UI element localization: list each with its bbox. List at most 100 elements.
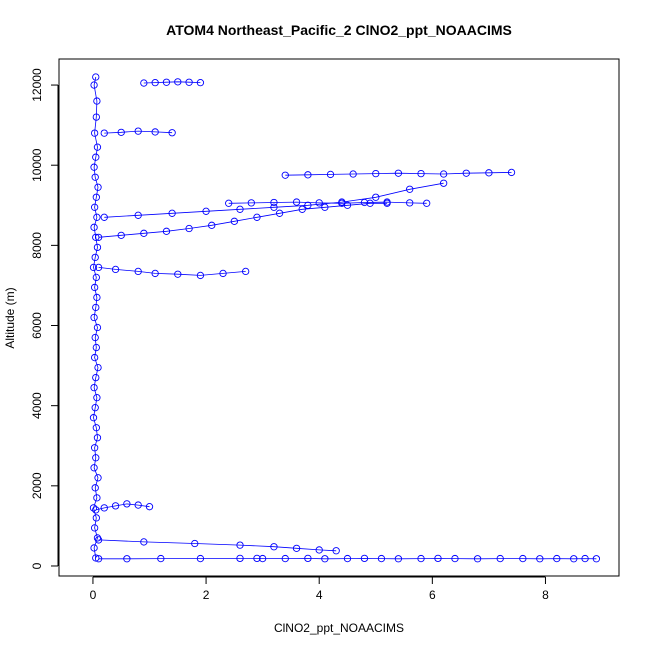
series-10-point <box>123 500 131 508</box>
series-6-point <box>304 201 312 209</box>
series-1-point <box>451 554 459 563</box>
series-9-point <box>151 78 159 87</box>
series-2-point <box>315 546 323 554</box>
series-1-point <box>94 555 103 563</box>
core-profile-point <box>90 464 98 472</box>
core-profile-point <box>92 303 100 312</box>
y-tick-label: 10000 <box>30 148 44 182</box>
series-7-point <box>349 170 357 178</box>
series-1-point <box>258 554 267 563</box>
series-7-point <box>304 171 312 179</box>
series-7-point <box>394 169 403 177</box>
series-10-point <box>111 502 120 510</box>
series-2-point <box>191 539 199 548</box>
series-1-point <box>321 555 329 563</box>
series-1-point <box>570 555 578 563</box>
series-6-point <box>168 209 176 217</box>
x-axis-label: ClNO2_ppt_NOAACIMS <box>274 621 404 635</box>
series-5-point <box>315 199 323 207</box>
series-7-point <box>485 169 493 177</box>
series-6-point <box>338 198 346 206</box>
core-profile-point <box>90 129 99 137</box>
series-9-point <box>140 79 148 87</box>
series-3-point <box>219 269 227 278</box>
series-7-point <box>326 170 335 179</box>
core-profile-point <box>93 213 101 221</box>
series-1-point <box>304 554 312 563</box>
series-1-point <box>157 554 165 563</box>
core-profile-point <box>93 293 101 302</box>
y-tick-label: 12000 <box>30 68 44 102</box>
y-tick-label: 6000 <box>30 312 44 339</box>
core-profile-point <box>93 394 101 402</box>
series-5-point <box>383 198 391 206</box>
series-10-point <box>145 503 154 511</box>
series-1-point <box>377 554 386 563</box>
core-profile-point <box>91 253 99 262</box>
core-profile-point <box>90 444 99 452</box>
y-tick-label: 8000 <box>30 232 44 259</box>
series-9-point <box>162 78 171 86</box>
x-tick-label: 6 <box>429 588 436 602</box>
series-1-point <box>581 554 589 563</box>
x-tick-label: 0 <box>90 588 97 602</box>
series-1-point <box>473 555 482 563</box>
core-profile-point <box>93 243 102 252</box>
x-tick-label: 4 <box>316 588 323 602</box>
series-4-point <box>275 209 284 217</box>
series-1-point <box>123 555 131 563</box>
chart-title: ATOM4 Northeast_Pacific_2 ClNO2_ppt_NOAA… <box>166 22 512 38</box>
series-7-line <box>285 172 512 176</box>
series-10-point <box>100 504 108 512</box>
series-4-point <box>366 199 374 207</box>
core-profile-point <box>90 163 98 171</box>
series-7-point <box>462 169 470 177</box>
core-profile-point <box>92 343 100 352</box>
core-profile-point <box>93 534 102 542</box>
y-axis-label: Altitude (m) <box>3 287 17 348</box>
core-profile-point <box>90 353 99 362</box>
core-profile-point <box>93 323 102 332</box>
series-10-point <box>92 506 100 514</box>
series-3-point <box>151 269 159 278</box>
x-tick-label: 2 <box>203 588 210 602</box>
series-6-point <box>202 207 210 215</box>
core-profile-point <box>91 404 99 412</box>
series-7-point <box>372 169 380 178</box>
core-profile-point <box>92 514 100 522</box>
core-profile-point <box>89 414 98 422</box>
core-profile-point <box>90 283 99 292</box>
series-1-point <box>496 554 504 563</box>
series-8-point <box>151 128 159 136</box>
core-profile-point <box>93 143 102 151</box>
core-profile-point <box>93 97 101 105</box>
series-9-line <box>143 81 201 84</box>
core-profile-point <box>93 494 101 502</box>
series-4-point <box>230 217 239 225</box>
series-4-point <box>94 233 103 241</box>
core-profile-point <box>90 524 99 532</box>
core-profile-point <box>92 554 100 562</box>
series-1-point <box>281 554 289 563</box>
series-1-point <box>343 554 352 563</box>
series-9-point <box>196 78 205 87</box>
core-profile-point <box>92 373 100 382</box>
series-2-point <box>292 544 301 552</box>
core-profile-point <box>92 113 100 121</box>
series-2-point <box>94 536 103 544</box>
core-profile-point <box>90 223 98 231</box>
y-tick-label: 4000 <box>30 392 44 419</box>
series-8-point <box>117 128 125 136</box>
series-1-point <box>434 554 442 563</box>
core-profile-point <box>89 504 98 512</box>
series-6-point <box>439 179 448 187</box>
series-1-point <box>536 555 544 563</box>
core-profile-point <box>94 363 102 372</box>
series-3-point <box>94 263 103 272</box>
series-4-point <box>208 221 216 229</box>
core-profile-point <box>89 263 98 272</box>
series-5-point <box>423 199 431 207</box>
series-3-line <box>98 267 246 276</box>
series-7-point <box>507 168 516 177</box>
